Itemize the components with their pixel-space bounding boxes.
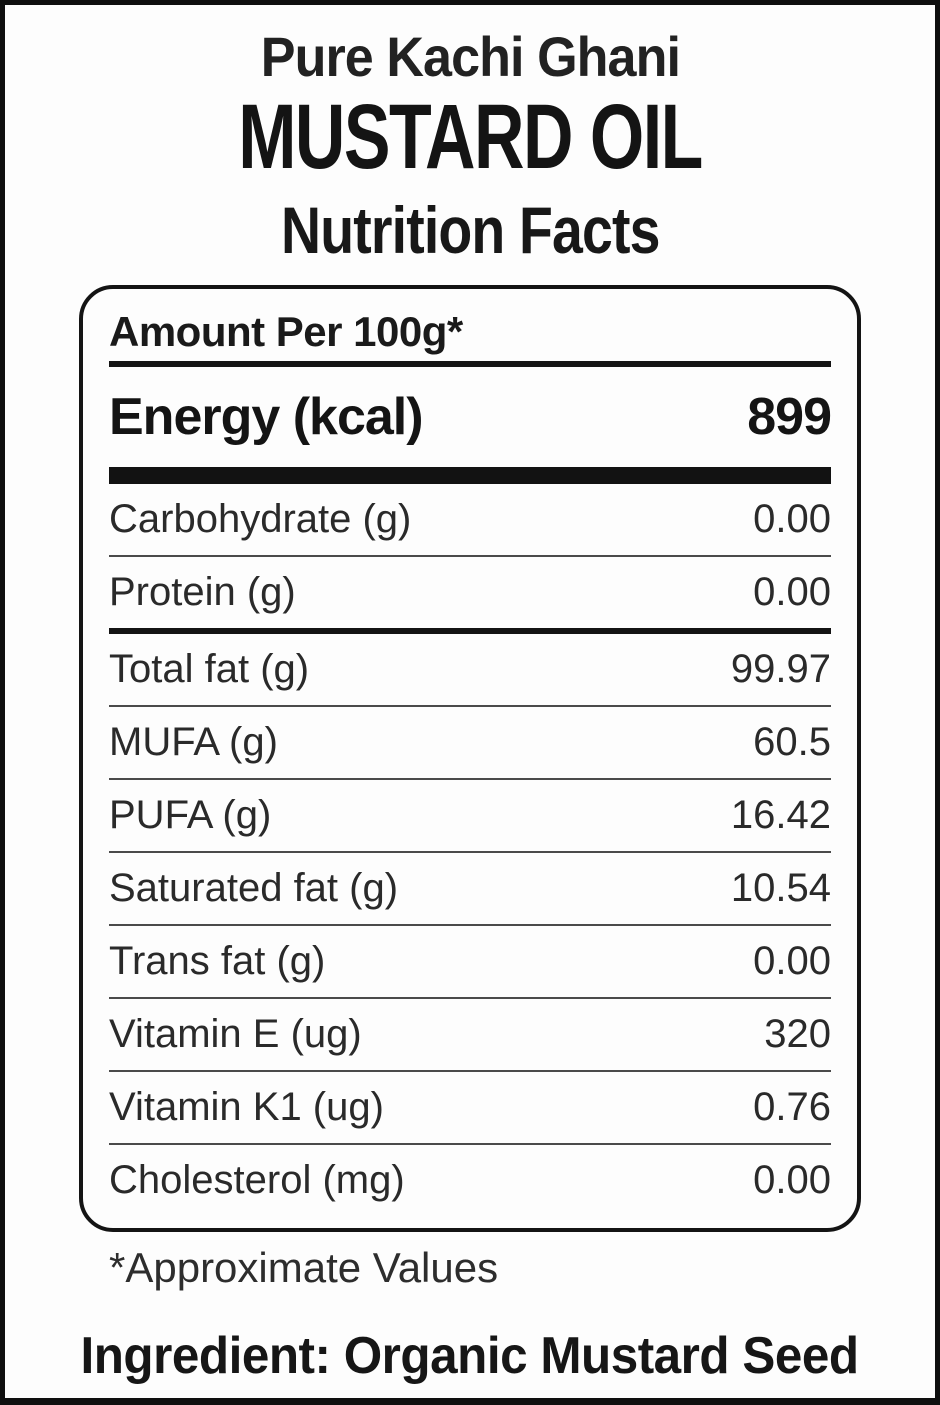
ingredient-line: Ingredient: Organic Mustard Seed <box>80 1327 860 1385</box>
label-header: Pure Kachi Ghani MUSTARD OIL Nutrition F… <box>5 5 935 267</box>
divider-thin <box>109 851 831 853</box>
nutrient-row: Carbohydrate (g) 0.00 <box>109 484 831 555</box>
nutrient-row: Total fat (g) 99.97 <box>109 634 831 705</box>
nutrient-label: Carbohydrate (g) <box>109 497 412 541</box>
nutrient-row: Saturated fat (g) 10.54 <box>109 853 831 924</box>
nutrient-row: Cholesterol (mg) 0.00 <box>109 1145 831 1216</box>
amount-per-header: Amount Per 100g* <box>109 308 463 355</box>
nutrient-row: MUFA (g) 60.5 <box>109 707 831 778</box>
energy-row: Energy (kcal) 899 <box>109 367 832 467</box>
divider-medium <box>109 361 831 367</box>
nutrient-label: Vitamin E (ug) <box>109 1012 362 1056</box>
nutrient-label: Saturated fat (g) <box>109 866 399 910</box>
nutrient-value: 0.00 <box>753 497 831 541</box>
nutrient-row: Vitamin K1 (ug) 0.76 <box>109 1072 831 1143</box>
divider-thin <box>109 778 831 780</box>
nutrient-label: PUFA (g) <box>109 793 272 837</box>
divider-thin <box>109 1070 831 1072</box>
nutrient-row: Trans fat (g) 0.00 <box>109 926 831 997</box>
divider-thin <box>109 997 831 999</box>
nutrient-label: Protein (g) <box>109 570 296 614</box>
nutrition-facts-heading: Nutrition Facts <box>280 193 660 267</box>
energy-value: 899 <box>747 388 832 446</box>
divider-thin <box>109 705 831 707</box>
nutrient-value: 0.00 <box>753 570 831 614</box>
nutrient-label: Vitamin K1 (ug) <box>109 1085 384 1129</box>
divider-thin <box>109 555 831 557</box>
nutrient-value: 10.54 <box>730 866 831 910</box>
divider-medium <box>109 628 831 634</box>
nutrient-value: 0.76 <box>753 1085 831 1129</box>
product-subtitle: Pure Kachi Ghani <box>260 25 680 88</box>
nutrient-label: MUFA (g) <box>109 720 278 764</box>
divider-thin <box>109 924 831 926</box>
divider-thick <box>109 467 831 484</box>
nutrient-label: Cholesterol (mg) <box>109 1158 405 1202</box>
divider-thin <box>109 1143 831 1145</box>
product-title: MUSTARD OIL <box>238 86 703 188</box>
nutrition-panel: Amount Per 100g* Energy (kcal) 899 Carbo… <box>79 285 861 1232</box>
nutrient-value: 60.5 <box>753 720 831 764</box>
approximate-values-footnote: *Approximate Values <box>109 1244 499 1291</box>
nutrient-label: Total fat (g) <box>109 647 310 691</box>
nutrient-value: 320 <box>764 1012 831 1056</box>
nutrient-row: PUFA (g) 16.42 <box>109 780 831 851</box>
nutrient-row: Vitamin E (ug) 320 <box>109 999 831 1070</box>
nutrient-label: Trans fat (g) <box>109 939 326 983</box>
energy-label: Energy (kcal) <box>109 388 424 446</box>
nutrient-row: Protein (g) 0.00 <box>109 557 831 628</box>
nutrient-value: 0.00 <box>753 939 831 983</box>
nutrient-value: 99.97 <box>730 647 831 691</box>
nutrient-value: 16.42 <box>730 793 831 837</box>
nutrient-value: 0.00 <box>753 1158 831 1202</box>
